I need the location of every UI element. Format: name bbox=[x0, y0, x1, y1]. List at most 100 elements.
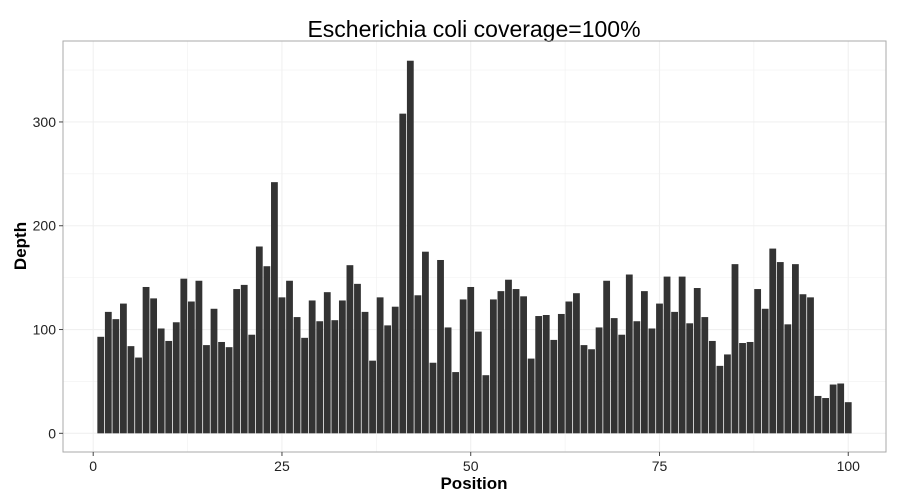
bar bbox=[663, 276, 671, 434]
x-tick-label: 75 bbox=[652, 458, 668, 474]
bar bbox=[678, 276, 686, 434]
bar bbox=[618, 334, 626, 434]
bar bbox=[837, 383, 845, 434]
bar bbox=[708, 340, 716, 434]
bar bbox=[331, 320, 339, 434]
bar bbox=[414, 295, 422, 434]
bar bbox=[497, 291, 505, 434]
bar bbox=[240, 284, 248, 434]
bar bbox=[474, 331, 482, 434]
bar bbox=[233, 289, 241, 434]
bar bbox=[422, 251, 429, 434]
bar bbox=[437, 259, 444, 434]
y-tick-label: 100 bbox=[33, 322, 57, 338]
bar bbox=[135, 357, 142, 434]
plot-panel-border bbox=[62, 40, 887, 453]
bar bbox=[565, 301, 573, 434]
bar bbox=[316, 321, 324, 434]
bar bbox=[225, 347, 233, 434]
bar bbox=[610, 318, 618, 434]
bar bbox=[814, 395, 822, 434]
bar bbox=[210, 308, 218, 434]
bar bbox=[701, 317, 709, 434]
bar bbox=[505, 279, 512, 434]
bar bbox=[557, 313, 565, 434]
bar bbox=[844, 402, 852, 434]
bar bbox=[693, 288, 701, 434]
bar bbox=[625, 274, 633, 434]
bar bbox=[686, 323, 694, 434]
bar bbox=[293, 317, 301, 434]
bar bbox=[308, 300, 316, 434]
bar bbox=[346, 265, 354, 434]
bar bbox=[535, 316, 543, 434]
bar bbox=[157, 328, 165, 434]
bar bbox=[369, 360, 376, 434]
bar bbox=[127, 346, 135, 434]
bar bbox=[278, 297, 286, 434]
bar bbox=[248, 334, 256, 434]
bar bbox=[716, 365, 724, 434]
bar bbox=[595, 327, 603, 434]
bar bbox=[648, 328, 656, 434]
bar bbox=[761, 308, 769, 434]
bar bbox=[467, 286, 475, 434]
x-axis-ticks: 0 25 50 75 100 bbox=[89, 452, 860, 474]
bar bbox=[459, 299, 467, 434]
bar bbox=[323, 292, 331, 434]
bar bbox=[588, 349, 595, 434]
bar bbox=[120, 303, 127, 434]
bar bbox=[731, 264, 739, 434]
bar bbox=[746, 341, 754, 434]
bar bbox=[603, 280, 611, 434]
x-axis-title: Position bbox=[440, 474, 507, 493]
bar bbox=[640, 291, 648, 434]
bar bbox=[271, 182, 278, 434]
y-tick-label: 200 bbox=[33, 218, 57, 234]
bar bbox=[187, 301, 195, 434]
bar bbox=[406, 60, 414, 434]
chart-title: Escherichia coli coverage=100% bbox=[307, 16, 640, 42]
bar bbox=[671, 311, 678, 434]
bar bbox=[452, 372, 460, 434]
y-tick-label: 300 bbox=[33, 114, 57, 130]
bar bbox=[354, 283, 361, 434]
bar bbox=[384, 325, 392, 434]
bar bbox=[573, 293, 580, 434]
bar bbox=[112, 319, 120, 434]
bar bbox=[195, 280, 203, 434]
bar bbox=[97, 336, 105, 434]
bar bbox=[739, 343, 746, 434]
bar bbox=[656, 303, 663, 434]
bar bbox=[165, 340, 173, 434]
bar bbox=[829, 384, 837, 434]
bar bbox=[142, 286, 150, 434]
bar bbox=[792, 264, 799, 434]
y-axis-ticks: 0 100 200 300 bbox=[33, 114, 63, 441]
bar bbox=[376, 297, 384, 434]
bar bbox=[338, 300, 346, 434]
bar bbox=[784, 324, 792, 434]
bar bbox=[263, 266, 271, 434]
bar bbox=[776, 262, 784, 434]
bar bbox=[542, 315, 550, 434]
bar bbox=[301, 337, 309, 434]
bar bbox=[218, 341, 225, 434]
y-tick-label: 0 bbox=[48, 425, 56, 441]
bar bbox=[724, 354, 731, 434]
bar bbox=[822, 398, 829, 434]
bar bbox=[361, 311, 369, 434]
bar bbox=[104, 311, 112, 434]
bar bbox=[203, 345, 210, 434]
bar bbox=[807, 297, 814, 434]
bar bbox=[286, 280, 293, 434]
bar bbox=[527, 358, 535, 434]
bar bbox=[391, 306, 399, 434]
bar bbox=[520, 296, 527, 434]
x-tick-label: 100 bbox=[837, 458, 861, 474]
x-tick-label: 50 bbox=[463, 458, 479, 474]
bar bbox=[512, 289, 520, 434]
bar bbox=[769, 248, 777, 434]
bar bbox=[633, 321, 641, 434]
